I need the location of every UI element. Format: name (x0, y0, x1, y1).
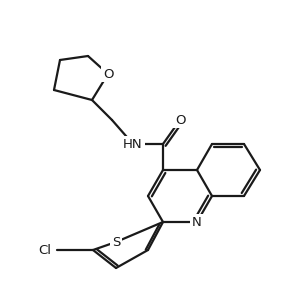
Text: O: O (103, 68, 113, 81)
Text: O: O (175, 114, 185, 126)
Text: S: S (112, 235, 120, 248)
Text: HN: HN (123, 138, 143, 151)
Text: N: N (192, 215, 202, 228)
Text: Cl: Cl (39, 244, 51, 257)
